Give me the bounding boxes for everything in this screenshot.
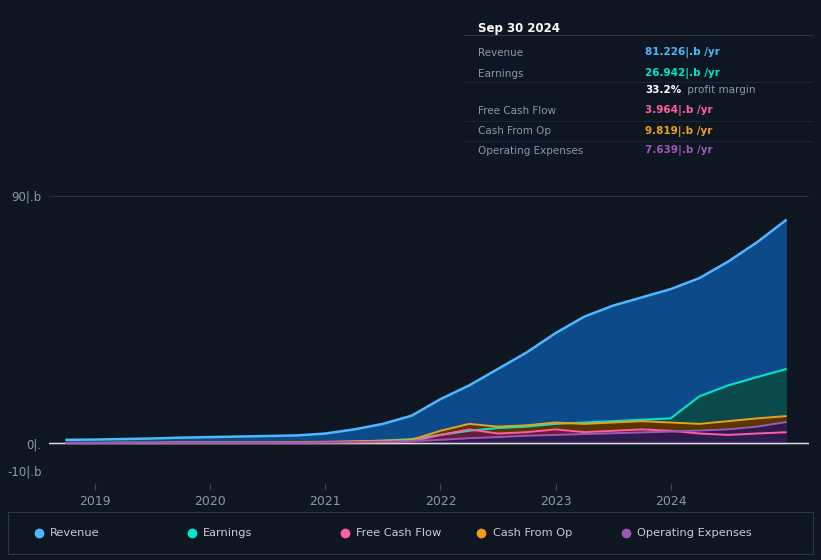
Text: 9.819|.b /yr: 9.819|.b /yr xyxy=(645,126,713,137)
Text: Cash From Op: Cash From Op xyxy=(493,529,572,538)
Text: Earnings: Earnings xyxy=(203,529,252,538)
Text: Revenue: Revenue xyxy=(478,48,523,58)
Text: 7.639|.b /yr: 7.639|.b /yr xyxy=(645,145,713,156)
Text: Operating Expenses: Operating Expenses xyxy=(478,146,583,156)
Text: Free Cash Flow: Free Cash Flow xyxy=(355,529,441,538)
Text: 3.964|.b /yr: 3.964|.b /yr xyxy=(645,105,713,116)
Text: Revenue: Revenue xyxy=(50,529,99,538)
Text: Sep 30 2024: Sep 30 2024 xyxy=(478,22,560,35)
Text: 33.2%: 33.2% xyxy=(645,85,681,95)
Text: Free Cash Flow: Free Cash Flow xyxy=(478,106,556,115)
Text: Cash From Op: Cash From Op xyxy=(478,127,551,137)
Text: Operating Expenses: Operating Expenses xyxy=(637,529,752,538)
Text: profit margin: profit margin xyxy=(684,85,755,95)
Text: 26.942|.b /yr: 26.942|.b /yr xyxy=(645,68,720,79)
Text: Earnings: Earnings xyxy=(478,68,523,78)
Text: 81.226|.b /yr: 81.226|.b /yr xyxy=(645,47,720,58)
